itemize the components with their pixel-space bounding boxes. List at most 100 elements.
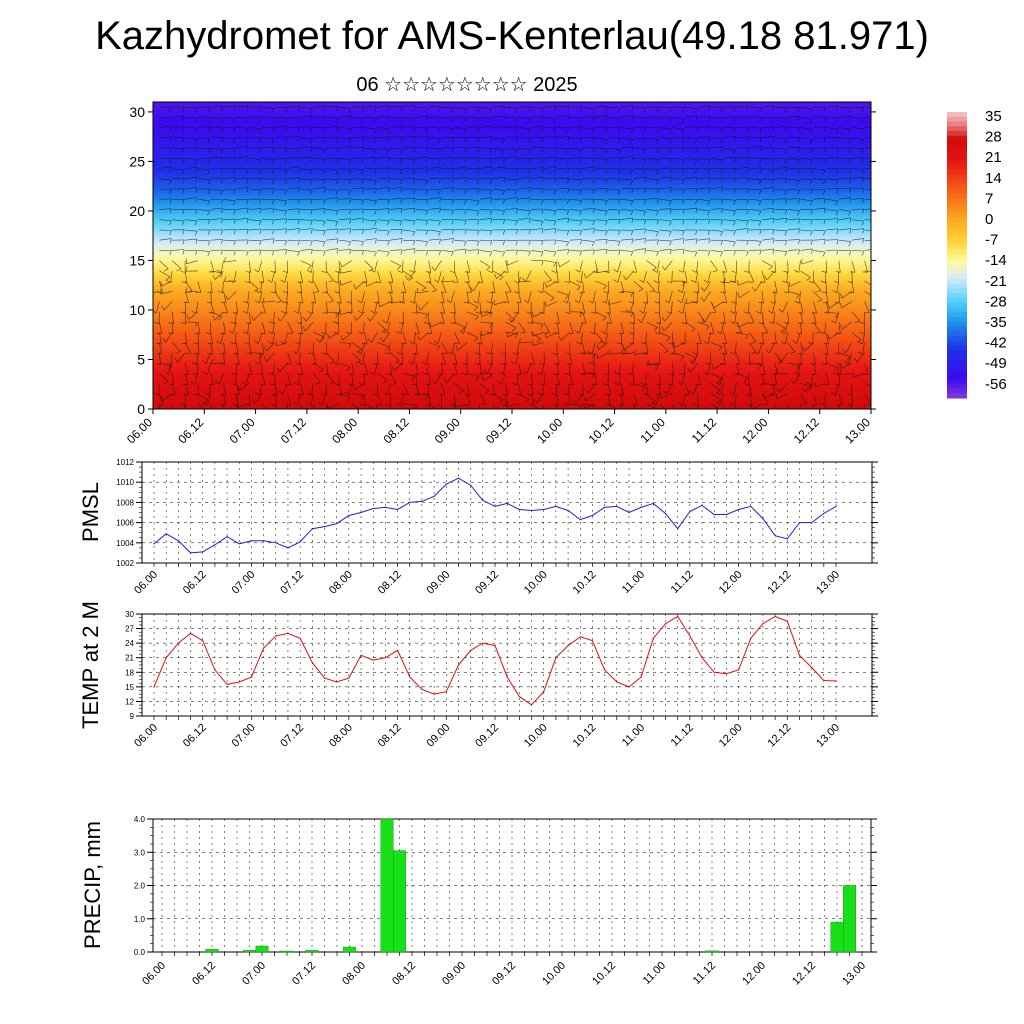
wind-barb: [838, 127, 851, 130]
wind-barb-flag: [263, 356, 267, 362]
wind-barb-flag: [233, 250, 236, 256]
wind-barb-flag: [347, 383, 353, 386]
wind-barb-flag: [733, 168, 736, 174]
wind-barb: [519, 280, 532, 282]
wind-barb-flag: [618, 209, 621, 215]
wind-barb-flag: [323, 116, 326, 122]
wind-barb-flag: [409, 269, 414, 273]
wind-barb: [685, 218, 698, 220]
wind-barb: [736, 116, 749, 118]
wind-barb-flag: [503, 177, 505, 183]
wind-barb: [748, 301, 750, 314]
precip-bar: [305, 950, 319, 953]
wind-barb-flag: [361, 169, 364, 175]
wind-barb: [864, 362, 869, 375]
wind-barb-flag: [771, 199, 775, 205]
wind-barb: [305, 311, 314, 322]
series-point: [226, 536, 228, 538]
wind-barb: [313, 158, 326, 160]
wind-barb-flag: [823, 198, 826, 204]
wind-barb: [402, 383, 409, 395]
wind-barb-flag: [695, 177, 698, 183]
wind-barb: [274, 403, 277, 409]
wind-barb-flag: [259, 208, 262, 214]
wind-barb: [761, 260, 773, 267]
wind-barb-flag: [776, 387, 780, 393]
wind-barb-flag: [194, 231, 198, 236]
wind-barb: [479, 270, 483, 283]
wind-barb: [197, 168, 210, 171]
wind-barb: [505, 188, 518, 191]
wind-barb: [685, 126, 698, 128]
wind-barb: [287, 250, 300, 252]
wind-barb: [197, 209, 210, 212]
wind-barb: [266, 352, 276, 362]
wind-barb: [838, 342, 840, 355]
wind-barb: [582, 352, 595, 355]
wind-barb-flag: [656, 210, 659, 216]
wind-barb: [185, 106, 198, 109]
wind-barb: [210, 117, 223, 120]
wind-barb-flag: [621, 349, 624, 355]
wind-barb-flag: [476, 373, 482, 376]
colorbar-band: [947, 207, 967, 213]
wind-barb: [851, 168, 864, 170]
wind-barb: [223, 157, 236, 159]
series-point: [287, 632, 289, 635]
wind-barb: [838, 270, 840, 283]
precip-bar: [243, 950, 257, 953]
wind-barb-flag: [545, 332, 547, 338]
wind-barb: [787, 362, 800, 366]
wind-barb-flag: [746, 136, 749, 142]
wind-barb: [556, 105, 569, 108]
wind-barb: [723, 219, 736, 222]
wind-barb: [415, 373, 417, 386]
wind-barb: [684, 352, 697, 359]
wind-barb: [528, 291, 532, 303]
wind-barb: [825, 291, 829, 304]
wind-barb: [531, 116, 544, 118]
wind-barb-flag: [797, 322, 803, 324]
wind-barb-flag: [425, 199, 429, 205]
wind-barb: [374, 362, 378, 375]
wind-barb-flag: [251, 315, 254, 321]
wind-barb: [338, 260, 341, 273]
wind-barb: [300, 403, 302, 409]
wind-barb-flag: [385, 403, 391, 406]
wind-barb: [236, 403, 238, 409]
colorbar-label: 21: [985, 149, 1002, 166]
wind-barb: [864, 291, 871, 296]
wind-barb: [569, 280, 581, 287]
wind-barb: [185, 176, 197, 180]
wind-barb-flag: [232, 312, 238, 314]
wind-barb: [428, 270, 432, 283]
wind-barb: [287, 352, 292, 365]
wind-barb-flag: [572, 400, 577, 405]
wind-barb: [351, 208, 364, 210]
wind-barb-flag: [386, 251, 390, 257]
wind-barb-flag: [592, 189, 595, 195]
wind-barb: [415, 188, 428, 190]
wind-barb: [747, 373, 750, 386]
wind-barb-flag: [425, 394, 429, 400]
colorbar-band: [947, 393, 967, 399]
wind-barb-flag: [207, 139, 211, 144]
wind-barb: [390, 352, 400, 361]
wind-barb-flag: [525, 399, 530, 404]
wind-barb-flag: [464, 128, 467, 134]
wind-barb: [556, 229, 569, 231]
wind-barb: [390, 105, 403, 108]
wind-barb: [754, 280, 763, 292]
wind-barb-flag: [833, 367, 838, 372]
wind-barb: [313, 168, 326, 170]
wind-barb-flag: [765, 349, 770, 354]
wind-barb: [300, 321, 303, 334]
wind-barb-flag: [743, 382, 749, 386]
wind-barb-flag: [849, 217, 852, 223]
wind-barb: [736, 362, 740, 375]
wind-barb-flag: [579, 157, 582, 163]
wind-barb-flag: [421, 361, 427, 365]
wind-barb-flag: [225, 295, 229, 300]
wind-barb: [402, 208, 416, 210]
wind-barb: [761, 248, 774, 251]
